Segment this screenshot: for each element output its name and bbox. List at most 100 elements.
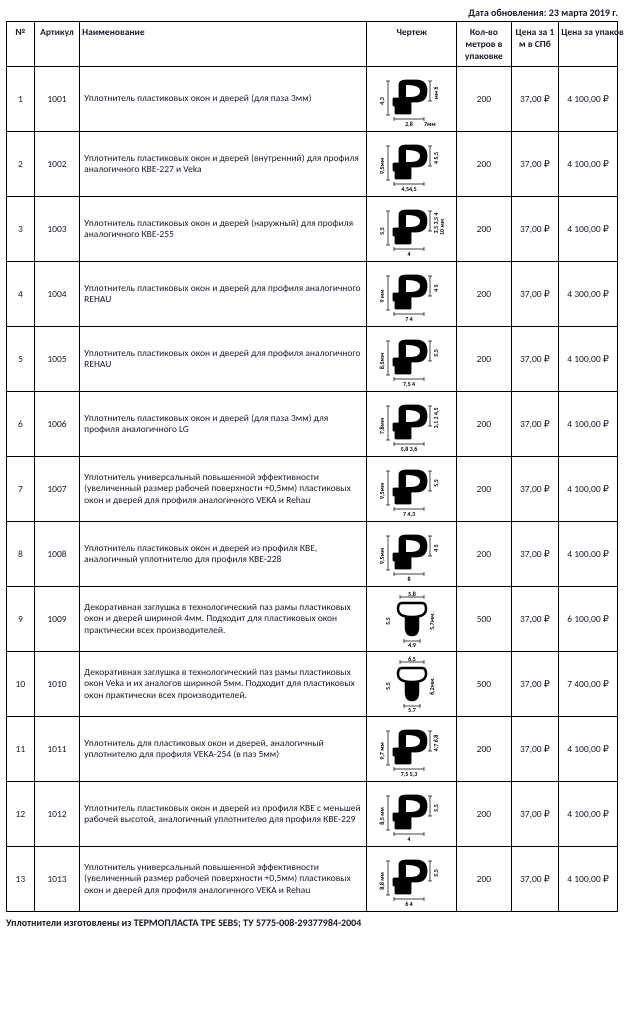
svg-text:7,5 4: 7,5 4 [403, 380, 415, 387]
table-row: 2 1002 Уплотнитель пластиковых окон и дв… [7, 132, 618, 197]
table-row: 10 1010 Декоративная заглушка в технолог… [7, 652, 618, 717]
svg-text:9 мм: 9 мм [378, 290, 386, 303]
cell-price2: 6 100,00 ₽ [559, 587, 618, 652]
cell-drawing: 9,5мм 5,5 7 4,3 [367, 457, 457, 522]
cell-name: Уплотнитель пластиковых окон и дверей (в… [80, 132, 367, 197]
svg-text:4: 4 [407, 250, 410, 257]
profile-drawing-icon: 9,5мм 5,5 7 4,3 [369, 460, 454, 518]
table-row: 1 1001 Уплотнитель пластиковых окон и дв… [7, 67, 618, 132]
svg-text:4 5: 4 5 [432, 544, 440, 551]
table-row: 12 1012 Уплотнитель пластиковых окон и д… [7, 782, 618, 847]
table-row: 13 1013 Уплотнитель универсальный повыше… [7, 847, 618, 912]
svg-text:5,7мм.: 5,7мм. [428, 612, 436, 630]
table-row: 5 1005 Уплотнитель пластиковых окон и дв… [7, 327, 618, 392]
svg-text:4 5,5: 4 5,5 [432, 152, 440, 164]
svg-text:2,8: 2,8 [405, 120, 413, 127]
footnote: Уплотнители изготовлены из ТЕРМОПЛАСТА T… [6, 916, 618, 929]
cell-price2: 4 100,00 ₽ [559, 847, 618, 912]
cell-price2: 4 100,00 ₽ [559, 327, 618, 392]
cell-price2: 4 100,00 ₽ [559, 392, 618, 457]
cell-drawing: 9,5мм 4 5,5 4,54,5 [367, 132, 457, 197]
cell-name: Уплотнитель пластиковых окон и дверей (н… [80, 197, 367, 262]
svg-text:7 4,3: 7 4,3 [403, 510, 415, 517]
svg-text:5,5: 5,5 [384, 617, 392, 625]
header-num: № [7, 22, 35, 67]
cell-name: Уплотнитель универсальный повышенной эфф… [80, 847, 367, 912]
svg-text:4: 4 [407, 835, 410, 842]
cell-art: 1009 [34, 587, 79, 652]
header-draw: Чертеж [367, 22, 457, 67]
cell-art: 1003 [34, 197, 79, 262]
cell-price1: 37,00 ₽ [511, 132, 559, 197]
table-row: 11 1011 Уплотнитель для пластиковых окон… [7, 717, 618, 782]
cell-art: 1001 [34, 67, 79, 132]
cell-price2: 4 100,00 ₽ [559, 67, 618, 132]
cell-qty: 200 [457, 847, 511, 912]
profile-drawing-icon: 5,8 4,9 5,5 5,7мм. [369, 590, 454, 648]
profile-drawing-icon: 9 мм 4 5 7 4 [369, 265, 454, 323]
cell-qty: 200 [457, 717, 511, 782]
svg-text:5,5: 5,5 [432, 479, 440, 487]
update-date: Дата обновления: 23 марта 2019 г. [6, 6, 618, 19]
cell-price1: 37,00 ₽ [511, 782, 559, 847]
svg-text:5,7: 5,7 [408, 706, 416, 712]
cell-name: Уплотнитель для пластиковых окон и двере… [80, 717, 367, 782]
svg-text:6,2мм.: 6,2мм. [428, 677, 436, 695]
profile-drawing-icon: 9,5мм 4 5 8 [369, 525, 454, 583]
cell-qty: 200 [457, 392, 511, 457]
cell-price1: 37,00 ₽ [511, 197, 559, 262]
profile-drawing-icon: 8,5мм 5,5 7,5 4 [369, 330, 454, 388]
cell-num: 1 [7, 67, 35, 132]
cell-num: 9 [7, 587, 35, 652]
cell-price2: 4 100,00 ₽ [559, 132, 618, 197]
cell-drawing: 6,5 5,7 5,5 6,2мм. [367, 652, 457, 717]
svg-text:9,7 мм: 9,7 мм [378, 742, 386, 760]
svg-text:7мм: 7мм [424, 120, 436, 127]
svg-text:4,9: 4,9 [408, 641, 416, 647]
cell-art: 1008 [34, 522, 79, 587]
svg-text:5,5: 5,5 [384, 682, 392, 690]
cell-price2: 4 100,00 ₽ [559, 197, 618, 262]
profile-drawing-icon: 8,5 мм 5,5 4 [369, 785, 454, 843]
cell-price1: 37,00 ₽ [511, 262, 559, 327]
profile-drawing-icon: 7,8мм 3,1 2 4,5 5,8 3,6 [369, 395, 454, 453]
cell-qty: 200 [457, 197, 511, 262]
profile-drawing-icon: 6,5 5,7 5,5 6,2мм. [369, 655, 454, 713]
profile-drawing-icon: 9,7 мм 4,7 6,8 7,5 5,3 [369, 720, 454, 778]
cell-name: Уплотнитель пластиковых окон и дверей дл… [80, 262, 367, 327]
cell-num: 3 [7, 197, 35, 262]
cell-art: 1005 [34, 327, 79, 392]
cell-name: Уплотнитель пластиковых окон и дверей из… [80, 782, 367, 847]
svg-text:8: 8 [407, 575, 410, 582]
price-table: № Артикул Наименование Чертеж Кол-во мет… [6, 21, 618, 912]
svg-text:6,5: 6,5 [408, 656, 416, 663]
cell-art: 1012 [34, 782, 79, 847]
cell-num: 11 [7, 717, 35, 782]
cell-num: 13 [7, 847, 35, 912]
cell-price2: 4 100,00 ₽ [559, 782, 618, 847]
cell-price1: 37,00 ₽ [511, 717, 559, 782]
cell-drawing: 9,7 мм 4,7 6,8 7,5 5,3 [367, 717, 457, 782]
svg-text:4,54,5: 4,54,5 [401, 185, 416, 192]
table-row: 4 1004 Уплотнитель пластиковых окон и дв… [7, 262, 618, 327]
cell-qty: 200 [457, 67, 511, 132]
table-row: 9 1009 Декоративная заглушка в технологи… [7, 587, 618, 652]
cell-num: 10 [7, 652, 35, 717]
cell-qty: 200 [457, 782, 511, 847]
cell-qty: 200 [457, 132, 511, 197]
svg-text:4 5: 4 5 [432, 284, 440, 291]
svg-text:10 мм: 10 мм [438, 219, 446, 235]
cell-qty: 500 [457, 652, 511, 717]
cell-name: Декоративная заглушка в технологический … [80, 587, 367, 652]
cell-drawing: 8,5 мм 5,5 4 [367, 782, 457, 847]
svg-text:4,7 6,8: 4,7 6,8 [432, 735, 440, 752]
svg-text:8,5 мм: 8,5 мм [378, 807, 386, 825]
cell-qty: 200 [457, 522, 511, 587]
cell-price2: 4 100,00 ₽ [559, 522, 618, 587]
table-row: 6 1006 Уплотнитель пластиковых окон и дв… [7, 392, 618, 457]
cell-art: 1013 [34, 847, 79, 912]
cell-qty: 200 [457, 327, 511, 392]
svg-text:8,5мм: 8,5мм [378, 353, 386, 369]
cell-price1: 37,00 ₽ [511, 522, 559, 587]
cell-qty: 500 [457, 587, 511, 652]
